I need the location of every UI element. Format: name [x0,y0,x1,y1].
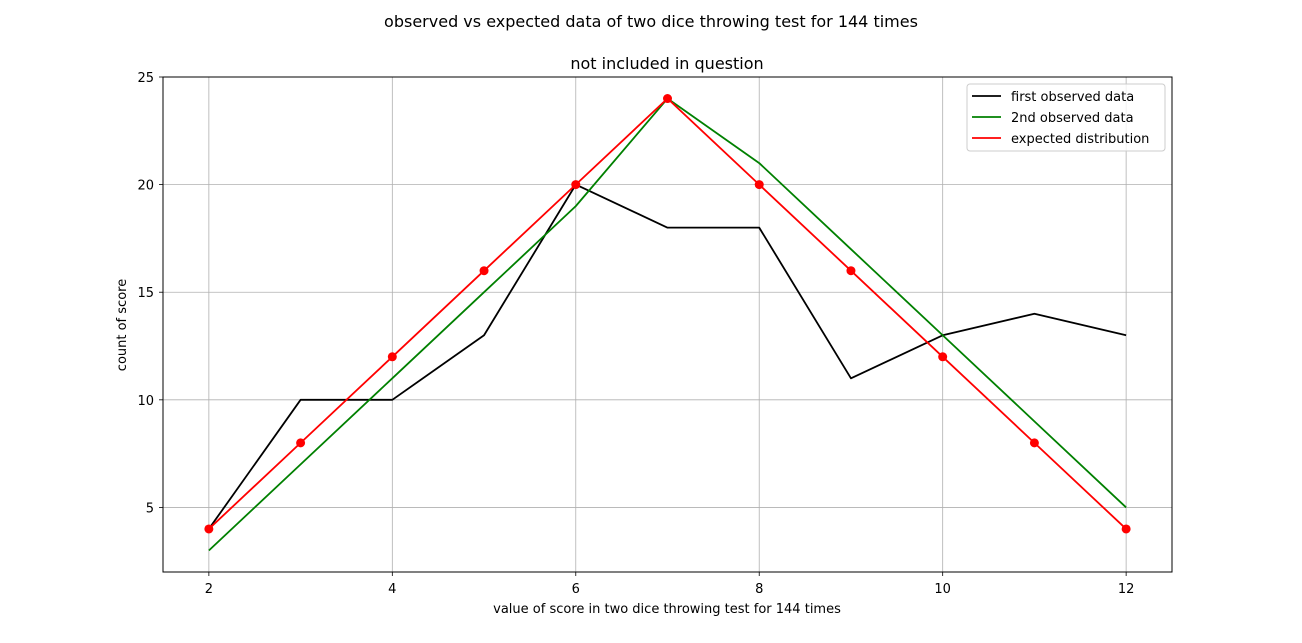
series-3-point [1029,438,1039,448]
x-tick-label: 8 [755,582,763,597]
plot-frame [162,76,1173,573]
series-3-point [846,266,856,276]
x-tick-label: 6 [572,582,580,597]
legend: first observed data 2nd observed data expe… [966,83,1166,152]
series-3-point [663,94,672,104]
y-axis-label: count of score [115,279,130,371]
y-tick-label: 10 [137,394,154,409]
chart-title: not included in question [570,54,763,73]
series-3-point [571,180,581,190]
series-line-3 [208,97,1127,530]
x-tick-label: 10 [934,582,951,597]
x-tick-label: 12 [1118,582,1135,597]
series-3-point [387,352,397,362]
series-3-point [754,180,764,190]
x-tick-label: 2 [205,582,213,597]
plot-series [204,94,1131,552]
legend-label-2: 2nd observed data [1011,111,1134,126]
y-tick-label: 5 [146,501,154,516]
axis-ticks: 2 4 6 8 10 12 5 10 15 20 25 [137,71,1134,597]
y-tick-label: 15 [137,286,154,301]
series-3-point [1121,524,1131,534]
x-axis-label: value of score in two dice throwing test… [493,602,841,617]
legend-label-1: first observed data [1011,90,1134,105]
y-tick-label: 25 [137,71,154,86]
series-3-point [296,438,306,448]
legend-label-3: expected distribution [1011,132,1149,147]
series-3-point [479,266,489,276]
series-line-1 [208,183,1127,530]
series-3-point [938,352,948,362]
x-tick-label: 4 [388,582,396,597]
series-3-point [204,524,214,534]
chart-suptitle: observed vs expected data of two dice th… [384,12,918,31]
y-tick-label: 20 [137,179,154,194]
legend-box [966,83,1166,152]
